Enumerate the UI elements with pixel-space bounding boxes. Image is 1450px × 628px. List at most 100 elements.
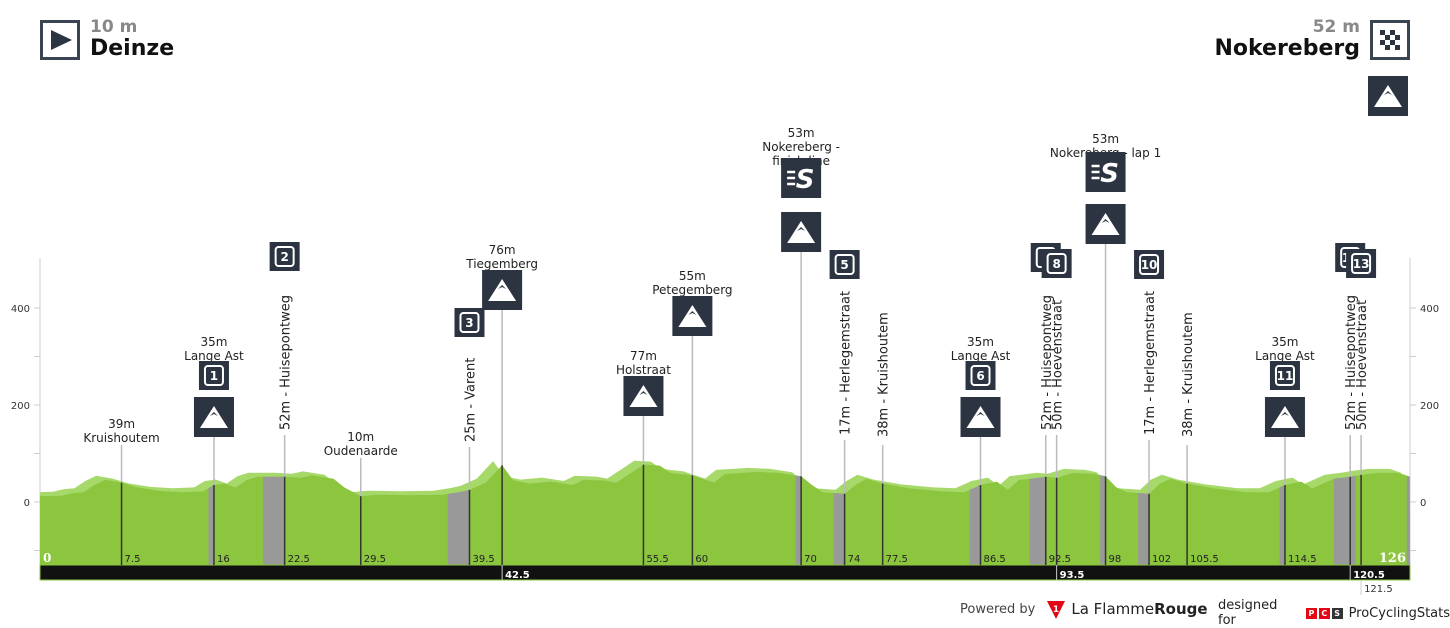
sector-label: 25m - Varent xyxy=(463,358,478,442)
mountain-snow-icon xyxy=(976,412,985,416)
sector-badge-frame xyxy=(1351,253,1372,274)
designed-for: designed for P C S ProCyclingStats xyxy=(1218,598,1450,628)
sector-label: 38m - Kruishoutem xyxy=(1181,312,1196,437)
km-label: 114.5 xyxy=(1288,554,1317,565)
cobbled-sector-area xyxy=(795,475,802,565)
sector-badge-number: 5 xyxy=(840,258,848,272)
bar-km-label: 120.5 xyxy=(1353,570,1385,581)
cobbled-sector-area xyxy=(208,485,214,565)
sector-badge-frame xyxy=(970,365,991,386)
start-town: Deinze xyxy=(90,36,175,61)
km-label: 0 xyxy=(43,551,51,565)
km-label: 55.5 xyxy=(646,554,668,565)
bar-km-label: 93.5 xyxy=(1060,570,1085,581)
powered-by: Powered by 1 La FlammeRouge xyxy=(960,598,1208,620)
marker-name: Lange Ast xyxy=(184,349,244,363)
start-header: 10 m Deinze xyxy=(40,18,174,62)
svg-text:1: 1 xyxy=(1053,605,1059,615)
mountain-snow-icon xyxy=(498,285,507,289)
cobbled-sector-area xyxy=(1406,475,1410,565)
marker-name: Oudenaarde xyxy=(324,444,398,458)
km-label: 92.5 xyxy=(1049,554,1071,565)
flamme-rouge-logo-icon: 1 xyxy=(1047,601,1066,619)
sector-label: 17m - Herlegemstraat xyxy=(839,291,854,435)
km-label: 74 xyxy=(848,554,861,565)
sprint-s-glyph: S xyxy=(1100,159,1119,189)
mountain-icon xyxy=(629,385,658,407)
marker-altitude: 35m xyxy=(200,335,227,349)
start-altitude: 10 m xyxy=(90,17,138,37)
y-tick-label: 400 xyxy=(1420,304,1439,315)
checkered-flag-icon xyxy=(1370,20,1410,60)
bar-km-label: 42.5 xyxy=(505,570,530,581)
marker-altitude: 77m xyxy=(630,349,657,363)
marker-name: Lange Ast xyxy=(951,349,1011,363)
mountain-icon xyxy=(1091,213,1120,235)
marker-name: Holstraat xyxy=(616,363,671,377)
km-label: 77.5 xyxy=(886,554,908,565)
mountain-icon xyxy=(1270,406,1299,428)
below-km-label: 121.5 xyxy=(1364,584,1393,595)
km-label: 7.5 xyxy=(125,554,141,565)
cobbled-sector-area xyxy=(262,476,285,565)
sector-badge-number: 8 xyxy=(1052,257,1060,271)
sector-label: 52m - Huisepontweg xyxy=(1344,295,1359,430)
sector-badge-number: 10 xyxy=(1141,258,1158,272)
km-label: 22.5 xyxy=(288,554,310,565)
mountain-icon xyxy=(488,279,517,301)
sector-badge-number: 11 xyxy=(1277,369,1294,383)
sector-badge-frame xyxy=(459,312,480,333)
brand-b: Rouge xyxy=(1154,600,1208,618)
km-label: 126 xyxy=(1379,551,1406,566)
marker-altitude: 39m xyxy=(108,417,135,431)
cobbled-sector-area xyxy=(1029,476,1046,565)
y-tick-label: 200 xyxy=(11,401,30,412)
km-label: 16 xyxy=(217,554,230,565)
mountain-snow-icon xyxy=(688,311,697,315)
cobbled-sector-area xyxy=(1279,485,1285,565)
powered-by-text: Powered by xyxy=(960,601,1036,617)
marker-name: Lange Ast xyxy=(1255,349,1315,363)
marker-altitude: 76m xyxy=(489,243,516,257)
sector-label: 52m - Huisepontweg xyxy=(1040,295,1055,430)
finish-town: Nokereberg xyxy=(1214,36,1360,61)
brand-a: La Flamme xyxy=(1071,600,1155,618)
mountain-snow-icon xyxy=(209,412,218,416)
brand-name: La FlammeRouge xyxy=(1071,600,1207,618)
pcs-p: P xyxy=(1306,607,1317,619)
marker-altitude: 53m xyxy=(1092,132,1119,146)
km-label: 70 xyxy=(804,554,817,565)
y-tick-label: 400 xyxy=(11,304,30,315)
cobbled-sector-area xyxy=(969,485,981,565)
sector-label: 50m - Hoevenstraat xyxy=(1355,300,1370,430)
sector-badge-frame xyxy=(203,365,224,386)
sector-badge-frame xyxy=(1274,365,1295,386)
marker-name: Kruishoutem xyxy=(83,431,159,445)
km-label: 105.5 xyxy=(1190,554,1219,565)
designed-for-text: designed for xyxy=(1218,598,1278,628)
y-tick-label: 0 xyxy=(24,498,30,509)
mountain-icon xyxy=(1374,85,1402,107)
sector-label: 52m - Huisepontweg xyxy=(279,295,294,430)
sector-badge-number: 1 xyxy=(210,369,218,383)
marker-altitude: 53m xyxy=(788,126,815,140)
sector-label: 17m - Herlegemstraat xyxy=(1143,291,1158,435)
sector-badge-frame xyxy=(274,246,295,267)
sector-label: 50m - Hoevenstraat xyxy=(1051,300,1066,430)
sector-badge-number: 13 xyxy=(1353,257,1370,271)
cobbled-sector-area xyxy=(1333,475,1356,565)
cobbled-sector-area xyxy=(833,493,845,565)
marker-name: Petegemberg xyxy=(652,283,732,297)
mountain-icon xyxy=(199,406,228,428)
mountain-icon xyxy=(678,305,707,327)
mountain-snow-icon xyxy=(1384,91,1392,95)
marker-altitude: 10m xyxy=(347,430,374,444)
cobbled-sector-area xyxy=(1100,475,1106,565)
mountain-icon xyxy=(966,406,995,428)
marker-name: Tiegemberg xyxy=(465,257,538,271)
km-label: 102 xyxy=(1152,554,1171,565)
pcs-s: S xyxy=(1331,607,1343,619)
mountain-snow-icon xyxy=(797,227,806,231)
mountain-icon xyxy=(787,221,816,243)
